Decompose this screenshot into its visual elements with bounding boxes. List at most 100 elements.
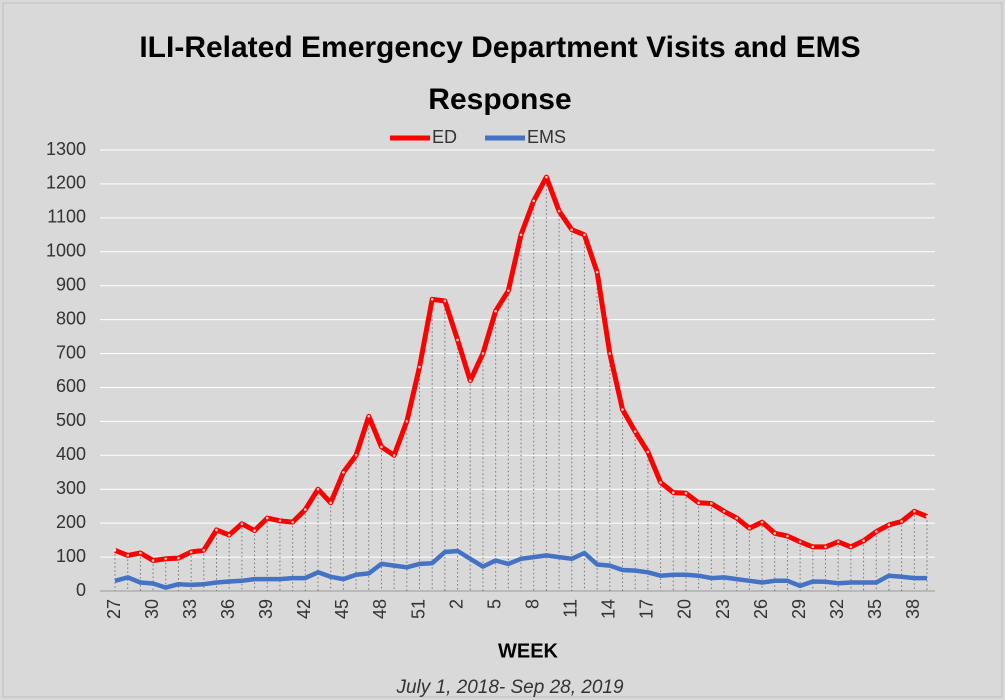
point [748,526,751,530]
point [418,365,421,369]
x-tick-label: 36 [218,599,238,619]
point [583,233,586,237]
y-tick-label: 300 [56,478,86,498]
point [874,530,878,533]
y-tick-label: 1000 [46,241,86,261]
point [507,289,510,293]
y-tick-label: 1300 [46,139,86,159]
point [392,454,396,457]
y-tick-label: 500 [56,410,86,430]
point [633,430,637,433]
point [329,501,332,505]
x-tick-label: 20 [675,599,695,619]
point [849,545,853,549]
x-tick-label: 32 [827,599,847,619]
point [646,450,650,454]
y-tick-label: 900 [56,274,86,294]
point [773,532,777,535]
point [824,545,827,549]
point [164,557,168,561]
point [177,556,180,560]
x-axis-label: WEEK [498,640,559,662]
point [684,492,688,495]
point [811,545,815,549]
point [494,309,497,313]
point [342,470,345,474]
point [925,515,929,518]
series-line [114,548,927,590]
point [621,408,624,411]
point [215,528,218,532]
x-tick-label: 45 [332,599,352,619]
point [557,209,561,213]
point [126,554,129,557]
point [532,199,535,203]
point [468,379,472,382]
point [608,352,612,355]
x-tick-label: 8 [522,599,542,609]
point [443,299,447,303]
x-tick-label: 27 [104,599,124,619]
point [798,540,802,544]
point [430,297,434,301]
x-tick-label: 5 [484,599,504,609]
y-tick-label: 400 [56,444,86,464]
x-tick-label: 51 [408,599,428,619]
point [862,539,865,543]
x-tick-label: 38 [903,599,923,619]
y-tick-label: 600 [56,376,86,396]
x-tick-label: 35 [865,599,885,619]
point [570,228,574,232]
point [202,548,206,552]
point [139,551,142,555]
point [545,175,548,179]
subtitle: July 1, 2018- Sep 28, 2019 [395,677,624,698]
x-tick-label: 29 [789,599,809,619]
point [786,534,789,538]
point [735,516,738,520]
point [240,522,244,526]
point [151,559,155,562]
y-tick-label: 200 [56,512,86,532]
point [456,338,459,342]
x-tick-label: 23 [713,599,733,619]
point [380,445,383,449]
point [278,519,282,523]
point [887,523,891,527]
x-tick-label: 17 [637,599,657,619]
y-tick-label: 1200 [46,173,86,193]
x-tick-label: 33 [180,599,200,619]
point [405,420,409,423]
y-tick-label: 800 [56,308,86,328]
point [367,414,371,418]
point [291,520,294,524]
point [265,516,269,520]
y-tick-label: 700 [56,342,86,362]
point [760,520,764,524]
point [304,508,307,511]
x-tick-label: 30 [142,599,162,619]
x-tick-label: 48 [370,599,390,619]
point [913,509,916,513]
point [836,540,840,544]
x-tick-label: 39 [256,599,276,619]
x-tick-label: 26 [751,599,771,619]
point [113,548,117,552]
point [671,491,675,494]
point [697,501,700,505]
point [710,502,713,505]
point [481,352,485,355]
point [253,529,256,532]
point [900,520,903,523]
point [519,233,523,237]
y-tick-label: 1100 [47,207,86,227]
point [316,487,320,491]
x-tick-label: 14 [599,599,619,619]
point [659,481,662,484]
x-tick-label: 2 [446,599,466,609]
point [722,509,726,513]
legend-label: EMS [527,127,566,147]
point [189,550,193,554]
